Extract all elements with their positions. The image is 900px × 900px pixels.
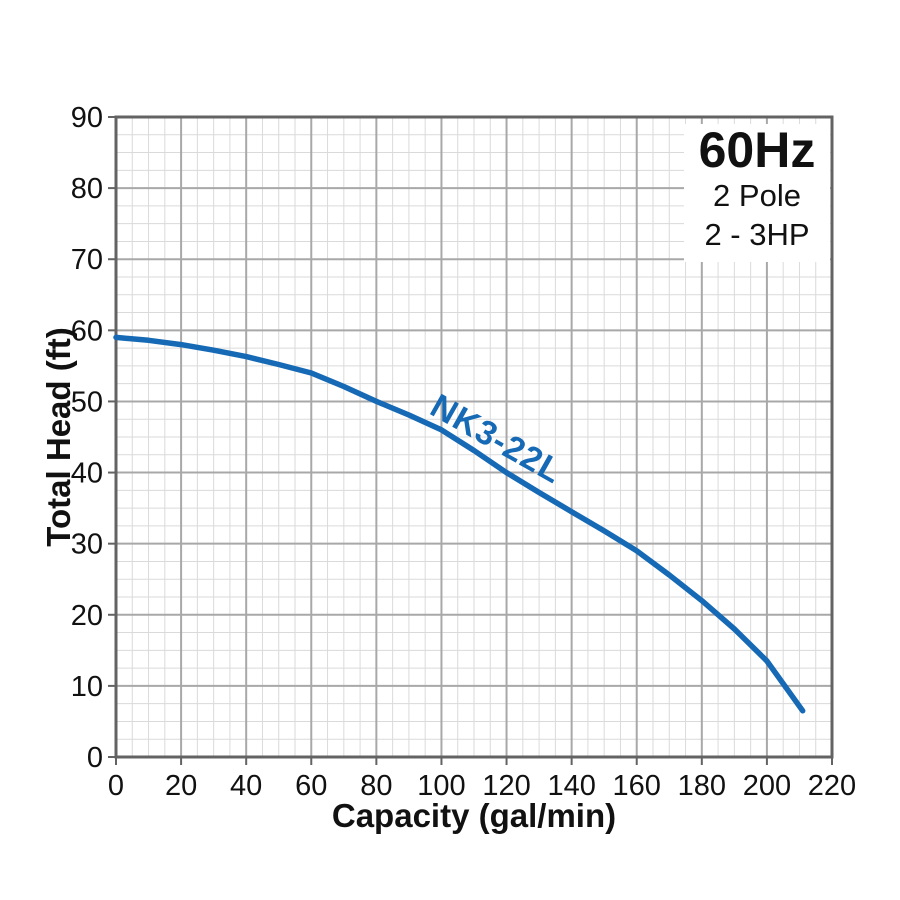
axis-ticks: [108, 116, 833, 765]
x-tick-label: 80: [360, 770, 392, 802]
pole-label: 2 Pole: [713, 178, 801, 213]
x-tick-label: 140: [547, 770, 595, 802]
frequency-label: 60Hz: [698, 122, 816, 178]
x-tick-label: 0: [108, 770, 124, 802]
x-tick-label: 40: [230, 770, 262, 802]
y-tick-label: 80: [71, 173, 103, 205]
x-tick-label: 100: [417, 770, 465, 802]
y-tick-label: 10: [71, 671, 103, 703]
x-tick-label: 200: [743, 770, 791, 802]
x-tick-label: 180: [678, 770, 726, 802]
y-tick-label: 40: [71, 458, 103, 490]
y-tick-label: 90: [71, 102, 103, 134]
minor-gridlines: [116, 117, 832, 757]
plot-border-rect: [114, 115, 834, 759]
pump-curve: [113, 334, 806, 714]
x-axis-title: Capacity (gal/min): [332, 797, 616, 834]
y-tick-label: 0: [87, 742, 103, 774]
axis-tick-labels: 0 20 40 60 80 100 120 140 160 180 200 220 0 10 20 30 40 5…: [71, 102, 856, 802]
y-tick-label: 20: [71, 600, 103, 632]
x-tick-label: 160: [613, 770, 661, 802]
x-tick-label: 220: [808, 770, 856, 802]
y-tick-label: 30: [71, 529, 103, 561]
power-label: 2 - 3HP: [704, 217, 810, 252]
x-tick-label: 120: [482, 770, 530, 802]
plot-border: [114, 115, 834, 759]
spec-badge: 60Hz 2 Pole 2 - 3HP: [684, 124, 830, 262]
y-tick-label: 60: [71, 315, 103, 347]
y-tick-label: 50: [71, 386, 103, 418]
y-axis-title: Total Head (ft): [40, 327, 77, 546]
x-tick-label: 20: [165, 770, 197, 802]
pump-curve-line: [113, 334, 806, 714]
x-tick-label: 60: [295, 770, 327, 802]
series-label: NK3-22L: [424, 387, 569, 491]
y-tick-label: 70: [71, 244, 103, 276]
